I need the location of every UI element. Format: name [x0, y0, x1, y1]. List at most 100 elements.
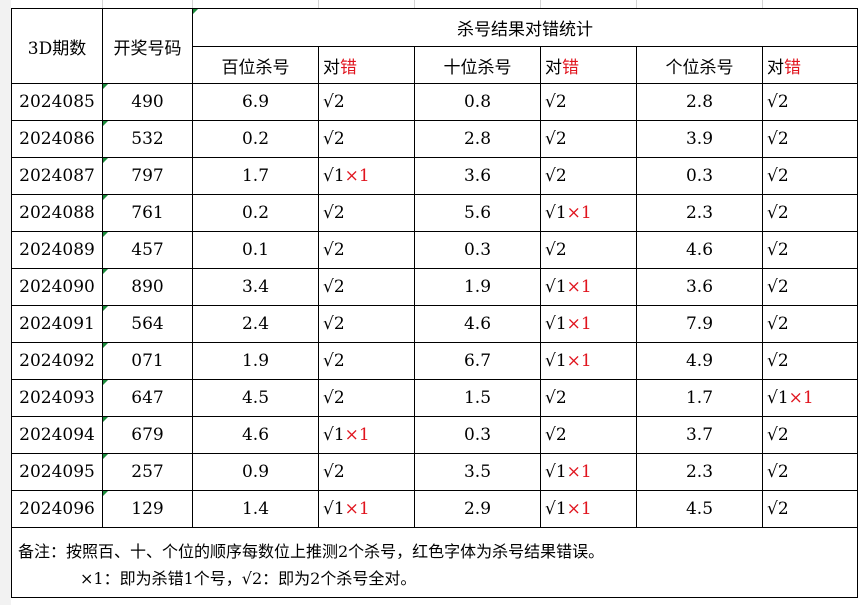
number-cell[interactable]: 071	[102, 342, 193, 380]
hundreds-kill-cell[interactable]: 4.6	[192, 416, 319, 454]
tens-result-cell[interactable]: √2	[540, 379, 637, 417]
units-kill-cell[interactable]: 2.3	[636, 194, 763, 232]
period-cell[interactable]: 2024089	[11, 231, 103, 269]
units-kill-cell[interactable]: 0.3	[636, 157, 763, 195]
hundreds-result-cell[interactable]: √2	[318, 305, 415, 343]
tens-result-cell[interactable]: √1×1	[540, 453, 637, 491]
tens-result-cell[interactable]: √1×1	[540, 268, 637, 306]
header-units-result[interactable]: 对错	[762, 46, 858, 84]
units-result-cell[interactable]: √2	[762, 453, 858, 491]
hundreds-result-cell[interactable]: √1×1	[318, 416, 415, 454]
number-cell[interactable]: 532	[102, 120, 193, 158]
period-cell[interactable]: 2024095	[11, 453, 103, 491]
period-cell[interactable]: 2024092	[11, 342, 103, 380]
hundreds-result-cell[interactable]: √2	[318, 194, 415, 232]
header-number[interactable]: 开奖号码	[102, 8, 193, 84]
tens-kill-cell[interactable]: 2.9	[414, 490, 541, 528]
header-tens-result[interactable]: 对错	[540, 46, 637, 84]
tens-result-cell[interactable]: √1×1	[540, 305, 637, 343]
hundreds-kill-cell[interactable]: 3.4	[192, 268, 319, 306]
tens-kill-cell[interactable]: 3.6	[414, 157, 541, 195]
tens-kill-cell[interactable]: 5.6	[414, 194, 541, 232]
units-result-cell[interactable]: √2	[762, 120, 858, 158]
units-result-cell[interactable]: √2	[762, 416, 858, 454]
header-tens-kill[interactable]: 十位杀号	[414, 46, 541, 84]
period-cell[interactable]: 2024086	[11, 120, 103, 158]
tens-result-cell[interactable]: √2	[540, 231, 637, 269]
hundreds-result-cell[interactable]: √2	[318, 83, 415, 121]
units-kill-cell[interactable]: 1.7	[636, 379, 763, 417]
units-kill-cell[interactable]: 3.9	[636, 120, 763, 158]
units-kill-cell[interactable]: 4.5	[636, 490, 763, 528]
hundreds-result-cell[interactable]: √2	[318, 231, 415, 269]
units-result-cell[interactable]: √1×1	[762, 379, 858, 417]
hundreds-result-cell[interactable]: √2	[318, 379, 415, 417]
hundreds-kill-cell[interactable]: 4.5	[192, 379, 319, 417]
number-cell[interactable]: 129	[102, 490, 193, 528]
number-cell[interactable]: 257	[102, 453, 193, 491]
hundreds-kill-cell[interactable]: 1.7	[192, 157, 319, 195]
tens-kill-cell[interactable]: 4.6	[414, 305, 541, 343]
hundreds-kill-cell[interactable]: 0.2	[192, 194, 319, 232]
header-hundreds-result[interactable]: 对错	[318, 46, 415, 84]
period-cell[interactable]: 2024094	[11, 416, 103, 454]
tens-kill-cell[interactable]: 0.3	[414, 416, 541, 454]
header-hundreds-kill[interactable]: 百位杀号	[192, 46, 319, 84]
hundreds-kill-cell[interactable]: 1.4	[192, 490, 319, 528]
units-kill-cell[interactable]: 7.9	[636, 305, 763, 343]
header-group-title[interactable]: 杀号结果对错统计	[192, 8, 858, 47]
period-cell[interactable]: 2024085	[11, 83, 103, 121]
hundreds-kill-cell[interactable]: 0.1	[192, 231, 319, 269]
hundreds-result-cell[interactable]: √1×1	[318, 157, 415, 195]
period-cell[interactable]: 2024091	[11, 305, 103, 343]
units-kill-cell[interactable]: 3.6	[636, 268, 763, 306]
hundreds-kill-cell[interactable]: 0.2	[192, 120, 319, 158]
hundreds-result-cell[interactable]: √2	[318, 120, 415, 158]
tens-kill-cell[interactable]: 3.5	[414, 453, 541, 491]
period-cell[interactable]: 2024088	[11, 194, 103, 232]
tens-result-cell[interactable]: √2	[540, 416, 637, 454]
tens-kill-cell[interactable]: 1.9	[414, 268, 541, 306]
units-result-cell[interactable]: √2	[762, 490, 858, 528]
tens-kill-cell[interactable]: 0.3	[414, 231, 541, 269]
note-cell[interactable]: 备注：按照百、十、个位的顺序每数位上推测2个杀号，红色字体为杀号结果错误。 ×1：…	[11, 527, 858, 598]
hundreds-result-cell[interactable]: √2	[318, 453, 415, 491]
hundreds-result-cell[interactable]: √2	[318, 268, 415, 306]
tens-result-cell[interactable]: √2	[540, 83, 637, 121]
hundreds-kill-cell[interactable]: 0.9	[192, 453, 319, 491]
hundreds-result-cell[interactable]: √2	[318, 342, 415, 380]
period-cell[interactable]: 2024090	[11, 268, 103, 306]
units-result-cell[interactable]: √2	[762, 342, 858, 380]
number-cell[interactable]: 564	[102, 305, 193, 343]
units-result-cell[interactable]: √2	[762, 305, 858, 343]
units-result-cell[interactable]: √2	[762, 268, 858, 306]
header-units-kill[interactable]: 个位杀号	[636, 46, 763, 84]
hundreds-kill-cell[interactable]: 1.9	[192, 342, 319, 380]
tens-result-cell[interactable]: √1×1	[540, 194, 637, 232]
hundreds-kill-cell[interactable]: 6.9	[192, 83, 319, 121]
number-cell[interactable]: 890	[102, 268, 193, 306]
number-cell[interactable]: 490	[102, 83, 193, 121]
hundreds-result-cell[interactable]: √1×1	[318, 490, 415, 528]
tens-result-cell[interactable]: √2	[540, 157, 637, 195]
units-result-cell[interactable]: √2	[762, 157, 858, 195]
hundreds-kill-cell[interactable]: 2.4	[192, 305, 319, 343]
number-cell[interactable]: 647	[102, 379, 193, 417]
number-cell[interactable]: 457	[102, 231, 193, 269]
units-result-cell[interactable]: √2	[762, 194, 858, 232]
tens-result-cell[interactable]: √1×1	[540, 342, 637, 380]
units-kill-cell[interactable]: 2.3	[636, 453, 763, 491]
units-kill-cell[interactable]: 4.6	[636, 231, 763, 269]
tens-result-cell[interactable]: √2	[540, 120, 637, 158]
number-cell[interactable]: 679	[102, 416, 193, 454]
header-period[interactable]: 3D期数	[11, 8, 103, 84]
units-kill-cell[interactable]: 4.9	[636, 342, 763, 380]
tens-result-cell[interactable]: √1×1	[540, 490, 637, 528]
period-cell[interactable]: 2024087	[11, 157, 103, 195]
number-cell[interactable]: 761	[102, 194, 193, 232]
units-result-cell[interactable]: √2	[762, 83, 858, 121]
tens-kill-cell[interactable]: 1.5	[414, 379, 541, 417]
number-cell[interactable]: 797	[102, 157, 193, 195]
tens-kill-cell[interactable]: 0.8	[414, 83, 541, 121]
tens-kill-cell[interactable]: 2.8	[414, 120, 541, 158]
